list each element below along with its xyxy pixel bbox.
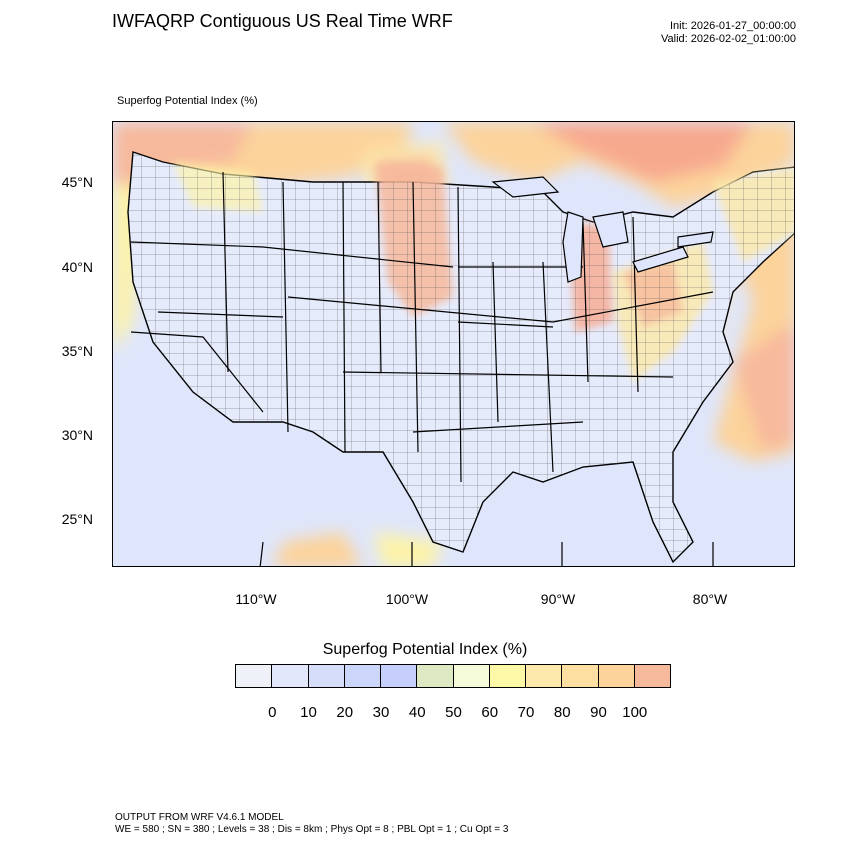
- great-lakes: [491, 176, 714, 283]
- colorbar-tick-label: 80: [553, 704, 571, 721]
- colorbar: [235, 664, 671, 688]
- colorbar-title: Superfog Potential Index (%): [322, 641, 528, 658]
- colorbar-cell: [271, 664, 309, 688]
- valid-time: Valid: 2026-02-02_01:00:00: [661, 33, 796, 45]
- colorbar-cell: [525, 664, 563, 688]
- lon-label-80: 80°W: [692, 591, 728, 607]
- graticule: [259, 541, 714, 566]
- colorbar-tick-label: 100: [622, 704, 648, 721]
- lat-label-25: 25°N: [61, 511, 93, 527]
- colorbar-cell: [416, 664, 454, 688]
- lat-label-30: 30°N: [61, 427, 93, 443]
- map-panel: [112, 121, 795, 567]
- colorbar-tick-label: 10: [300, 704, 317, 721]
- state-boundaries: [130, 171, 714, 483]
- colorbar-tick-label: 70: [517, 704, 535, 721]
- colorbar-tick-label: 20: [336, 704, 354, 721]
- model-config: WE = 580 ; SN = 380 ; Levels = 38 ; Dis …: [115, 824, 509, 835]
- colorbar-tick-label: 90: [590, 704, 607, 721]
- lat-label-40: 40°N: [61, 259, 93, 275]
- colorbar-cell: [380, 664, 418, 688]
- plot-title: IWFAQRP Contiguous US Real Time WRF: [112, 11, 453, 31]
- map-canvas: [113, 122, 794, 566]
- colorbar-cell: [488, 664, 526, 688]
- colorbar-tick-label: 50: [445, 704, 462, 721]
- field-label: Superfog Potential Index (%): [117, 95, 258, 107]
- lon-label-90: 90°W: [540, 591, 576, 607]
- time-info: Init: 2026-01-27_00:00:00 Valid: 2026-02…: [661, 20, 796, 46]
- lon-label-100: 100°W: [385, 591, 429, 607]
- colorbar-cell: [307, 664, 345, 688]
- colorbar-tick-label: 0: [268, 704, 277, 721]
- colorbar-cell: [343, 664, 381, 688]
- colorbar-cell: [597, 664, 635, 688]
- colorbar-cell: [561, 664, 599, 688]
- colorbar-tick-label: 40: [408, 704, 426, 721]
- lat-label-35: 35°N: [61, 343, 93, 359]
- colorbar-cell: [633, 664, 671, 688]
- colorbar-tick-label: 60: [481, 704, 499, 721]
- init-time: Init: 2026-01-27_00:00:00: [670, 20, 796, 32]
- colorbar-tick-label: 30: [372, 704, 390, 721]
- lon-label-110: 110°W: [235, 591, 277, 607]
- model-info: OUTPUT FROM WRF V4.6.1 MODEL WE = 580 ; …: [115, 812, 508, 836]
- colorbar-cell: [452, 664, 490, 688]
- lat-label-45: 45°N: [61, 174, 93, 190]
- colorbar-cell: [235, 664, 273, 688]
- model-version: OUTPUT FROM WRF V4.6.1 MODEL: [115, 812, 284, 823]
